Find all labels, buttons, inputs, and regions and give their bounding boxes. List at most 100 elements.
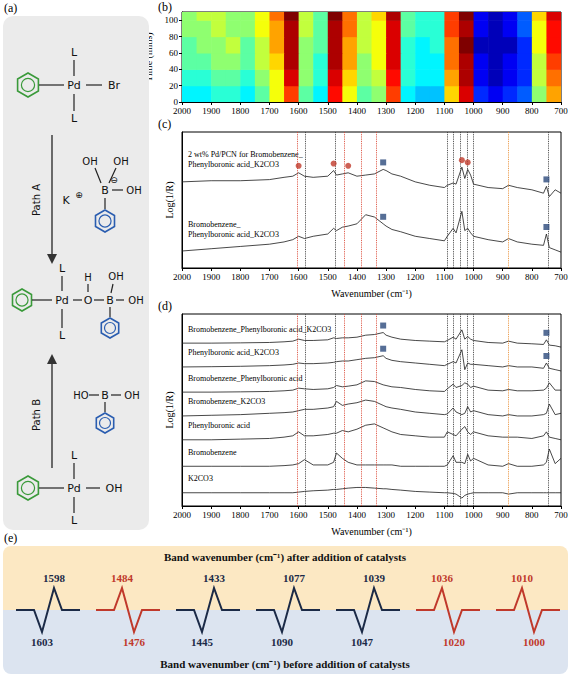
- svg-text:1900: 1900: [202, 106, 221, 116]
- svg-text:1036: 1036: [431, 572, 454, 584]
- svg-text:700: 700: [554, 510, 568, 520]
- svg-text:1800: 1800: [231, 272, 250, 282]
- svg-text:2000: 2000: [173, 106, 192, 116]
- svg-text:1598: 1598: [43, 572, 66, 584]
- svg-text:Path B: Path B: [31, 399, 42, 431]
- svg-text:⊖: ⊖: [110, 175, 118, 185]
- svg-text:1100: 1100: [436, 272, 454, 282]
- svg-text:1600: 1600: [290, 510, 309, 520]
- svg-text:OH: OH: [113, 156, 128, 167]
- svg-text:800: 800: [525, 510, 539, 520]
- svg-text:1200: 1200: [406, 272, 425, 282]
- svg-text:H: H: [84, 272, 92, 283]
- svg-text:Wavenumber (cm⁻¹): Wavenumber (cm⁻¹): [331, 526, 411, 538]
- svg-text:Band wavenumber (cm⁻¹) before: Band wavenumber (cm⁻¹) before addition o…: [160, 658, 410, 671]
- svg-text:O: O: [84, 294, 93, 307]
- svg-text:Phenylboronic acid_K2CO3: Phenylboronic acid_K2CO3: [188, 160, 279, 169]
- svg-text:60: 60: [169, 48, 179, 58]
- svg-text:900: 900: [496, 510, 510, 520]
- svg-text:Pd: Pd: [55, 294, 69, 307]
- svg-text:L: L: [71, 112, 78, 125]
- svg-text:1000: 1000: [465, 272, 484, 282]
- svg-text:1700: 1700: [260, 106, 279, 116]
- svg-text:Phenylboronic acid_K2CO3: Phenylboronic acid_K2CO3: [188, 348, 279, 357]
- svg-text:1700: 1700: [260, 510, 279, 520]
- svg-text:OH: OH: [126, 185, 141, 196]
- svg-text:OH: OH: [108, 271, 123, 282]
- svg-text:40: 40: [169, 64, 179, 74]
- svg-text:1200: 1200: [406, 510, 425, 520]
- svg-text:Pd: Pd: [67, 482, 81, 495]
- svg-text:K2CO3: K2CO3: [188, 474, 213, 483]
- svg-text:1100: 1100: [436, 106, 454, 116]
- svg-text:Bromobenzene_: Bromobenzene_: [188, 220, 241, 229]
- svg-text:1445: 1445: [191, 636, 214, 648]
- svg-text:HO: HO: [73, 390, 89, 401]
- svg-text:B: B: [106, 294, 114, 307]
- svg-text:Log(1/R): Log(1/R): [164, 391, 176, 428]
- svg-text:OH: OH: [106, 482, 123, 495]
- svg-text:800: 800: [525, 272, 539, 282]
- svg-text:1476: 1476: [123, 636, 146, 648]
- svg-text:B: B: [101, 389, 109, 402]
- svg-text:1600: 1600: [290, 272, 309, 282]
- svg-text:OH: OH: [124, 390, 139, 401]
- svg-text:1603: 1603: [31, 636, 54, 648]
- svg-text:Bromobenzene: Bromobenzene: [188, 448, 237, 457]
- svg-text:1500: 1500: [319, 510, 338, 520]
- svg-text:L: L: [71, 449, 78, 462]
- svg-text:1400: 1400: [348, 106, 367, 116]
- svg-text:1010: 1010: [511, 572, 534, 584]
- svg-text:L: L: [59, 262, 66, 275]
- svg-text:80: 80: [169, 32, 179, 42]
- svg-text:1200: 1200: [406, 106, 425, 116]
- svg-text:900: 900: [496, 106, 510, 116]
- svg-text:L: L: [71, 514, 78, 527]
- svg-text:2000: 2000: [173, 272, 192, 282]
- svg-text:1000: 1000: [523, 636, 546, 648]
- svg-text:1500: 1500: [319, 272, 338, 282]
- svg-text:Bromobenzene_Phenylboronic aci: Bromobenzene_Phenylboronic acid_K2CO3: [188, 325, 331, 334]
- svg-text:1400: 1400: [348, 510, 367, 520]
- svg-text:Br: Br: [108, 79, 121, 92]
- svg-text:1900: 1900: [202, 272, 221, 282]
- svg-text:OH: OH: [82, 156, 97, 167]
- svg-text:700: 700: [554, 272, 568, 282]
- svg-text:1400: 1400: [348, 272, 367, 282]
- svg-text:1047: 1047: [351, 636, 374, 648]
- svg-text:1484: 1484: [111, 572, 134, 584]
- svg-text:1600: 1600: [290, 106, 309, 116]
- svg-text:1100: 1100: [436, 510, 454, 520]
- svg-text:1000: 1000: [465, 106, 484, 116]
- svg-text:Time (mins): Time (mins): [143, 32, 155, 81]
- svg-text:700: 700: [554, 106, 568, 116]
- svg-text:L: L: [59, 329, 66, 342]
- svg-text:1300: 1300: [377, 510, 396, 520]
- svg-text:900: 900: [496, 272, 510, 282]
- svg-text:Bromobenzene_Phenylboronic aci: Bromobenzene_Phenylboronic acid: [188, 374, 302, 383]
- svg-text:Phenylboronic acid_K2CO3: Phenylboronic acid_K2CO3: [188, 230, 279, 239]
- svg-text:1800: 1800: [231, 510, 250, 520]
- svg-text:Pd: Pd: [67, 79, 81, 92]
- svg-text:OH: OH: [128, 295, 143, 306]
- svg-text:Path A: Path A: [31, 184, 42, 216]
- svg-text:1090: 1090: [271, 636, 294, 648]
- svg-text:100: 100: [165, 15, 179, 25]
- svg-text:800: 800: [525, 106, 539, 116]
- svg-text:1500: 1500: [319, 106, 338, 116]
- svg-text:1300: 1300: [377, 106, 396, 116]
- svg-text:1077: 1077: [283, 572, 306, 584]
- svg-text:Phenylboronic acid: Phenylboronic acid: [188, 421, 250, 430]
- svg-text:2000: 2000: [173, 510, 192, 520]
- svg-text:1039: 1039: [363, 572, 386, 584]
- svg-text:1300: 1300: [377, 272, 396, 282]
- svg-text:1433: 1433: [203, 572, 226, 584]
- svg-text:20: 20: [169, 81, 179, 91]
- svg-text:K: K: [62, 194, 70, 207]
- svg-text:⊕: ⊕: [75, 190, 83, 200]
- svg-text:B: B: [101, 184, 109, 197]
- svg-text:Bromobenzene_K2CO3: Bromobenzene_K2CO3: [188, 397, 265, 406]
- svg-text:Log(1/R): Log(1/R): [164, 181, 176, 218]
- svg-text:1700: 1700: [260, 272, 279, 282]
- svg-text:1800: 1800: [231, 106, 250, 116]
